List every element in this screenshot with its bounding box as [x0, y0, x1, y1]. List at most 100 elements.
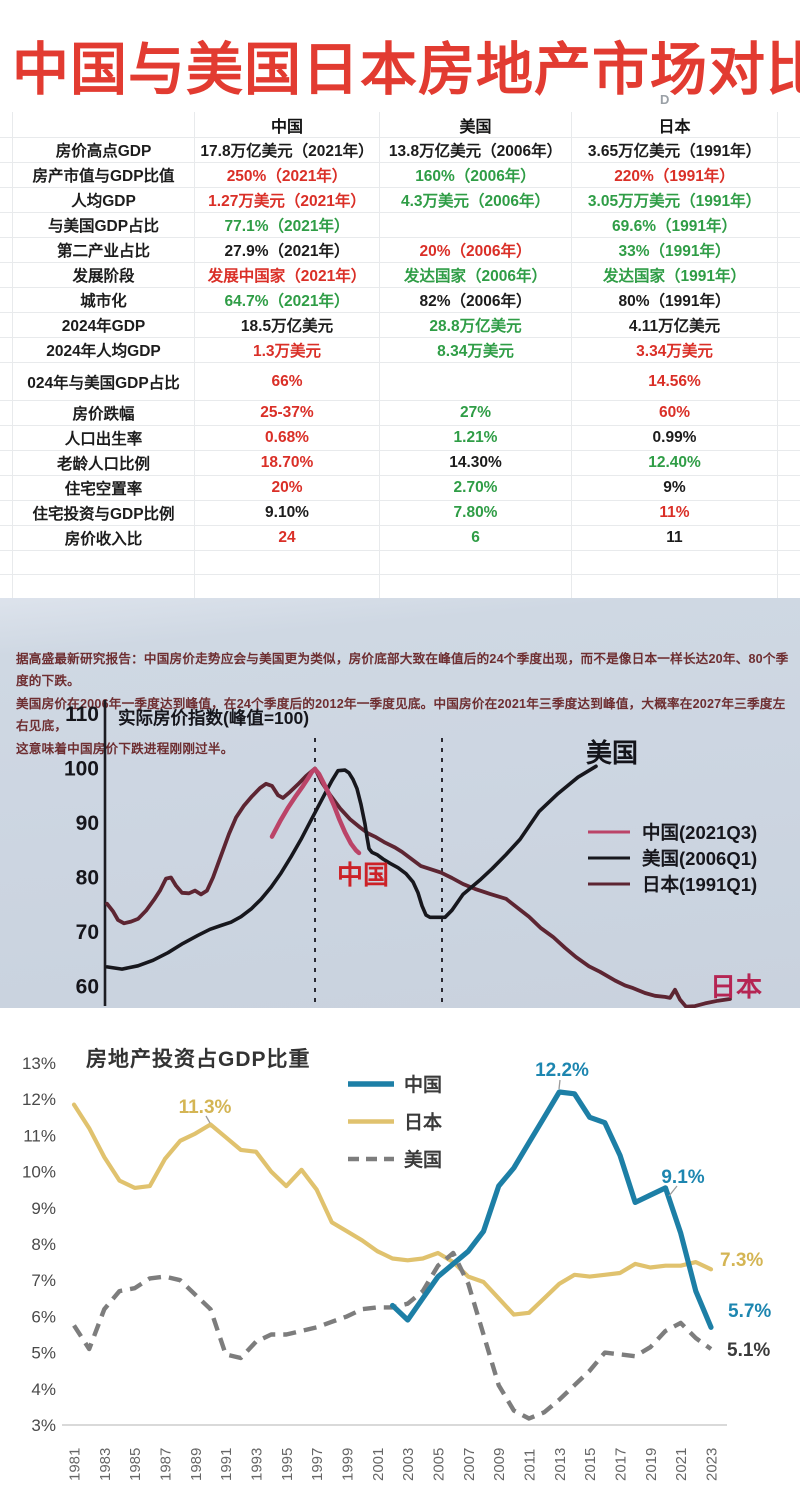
annotation-pointer [205, 1115, 211, 1124]
table-cell: 9.10% [195, 501, 380, 526]
table-cell: 20% [195, 476, 380, 501]
page-title: 中国与美国日本房地产市场对比 [12, 38, 800, 102]
legend-label: 日本(1991Q1) [642, 874, 757, 895]
annotation-9.1%: 9.1% [661, 1167, 704, 1188]
x-tick: 2021 [673, 1448, 690, 1481]
empty-cell [380, 575, 572, 598]
table-cell: 1.27万美元（2021年） [195, 188, 380, 213]
table-cell: 25-37% [195, 401, 380, 426]
y-tick: 13% [22, 1054, 56, 1073]
table-cell: 3.05万万美元（1991年） [572, 188, 778, 213]
table-stub [0, 288, 13, 313]
x-tick: 2003 [400, 1448, 417, 1481]
legend-label: 美国(2006Q1) [642, 848, 757, 869]
row-label: 2024年GDP [13, 313, 195, 338]
table-cell [380, 213, 572, 238]
row-label: 房价跌幅 [13, 401, 195, 426]
table-cell: 8.34万美元 [380, 338, 572, 363]
empty-cell [572, 551, 778, 575]
annotation-pointer [668, 1185, 678, 1197]
price-index-chart: 实际房价指数(峰值=100) 110 100 90 80 70 60 中国(2021Q3) 美国… [64, 700, 762, 1008]
x-tick: 1987 [158, 1448, 175, 1481]
table-margin [778, 401, 800, 426]
x-tick: 1997 [309, 1448, 326, 1481]
table-cell: 33%（1991年） [572, 238, 778, 263]
table-cell: 发展中国家（2021年） [195, 263, 380, 288]
table-cell: 220%（1991年） [572, 163, 778, 188]
table-cell: 7.80% [380, 501, 572, 526]
annotation-5.7%: 5.7% [728, 1301, 771, 1322]
row-label: 人均GDP [13, 188, 195, 213]
empty-cell [0, 575, 13, 598]
table-cell: 3.34万美元 [572, 338, 778, 363]
annotation-12.2%: 12.2% [535, 1060, 589, 1081]
line-label: 美国 [586, 738, 638, 768]
table-margin [778, 476, 800, 501]
spreadsheet-section: 中国与美国日本房地产市场对比 D 中国 美国 日本 房价高点GDP 17.8万亿美元（2… [0, 0, 800, 598]
row-label: 城市化 [13, 288, 195, 313]
table-corner [13, 112, 195, 138]
y-tick: 6% [31, 1307, 56, 1326]
table-stub [0, 138, 13, 163]
x-tick: 2005 [431, 1448, 448, 1481]
series-美国 [72, 1250, 713, 1421]
x-tick: 1999 [340, 1448, 357, 1481]
y-tick: 8% [31, 1235, 56, 1254]
empty-cell [13, 575, 195, 598]
x-tick: 2013 [552, 1448, 569, 1481]
series-日本(1991Q1) [105, 766, 732, 1008]
research-note-line: 据高盛最新研究报告：中国房价走势应会与美国更为类似，房价底部大致在峰值后的24个… [16, 652, 789, 689]
table-stub [0, 338, 13, 363]
series-美国(2006Q1) [105, 764, 598, 971]
row-label: 人口出生率 [13, 426, 195, 451]
table-margin [778, 313, 800, 338]
table-margin [778, 163, 800, 188]
table-stub [0, 213, 13, 238]
table-cell: 20%（2006年） [380, 238, 572, 263]
table-cell: 0.68% [195, 426, 380, 451]
table-cell: 66% [195, 363, 380, 401]
y-tick: 4% [31, 1380, 56, 1399]
table-stub [0, 526, 13, 551]
x-tick: 2011 [522, 1449, 539, 1481]
table-cell: 4.3万美元（2006年） [380, 188, 572, 213]
table-margin [778, 426, 800, 451]
y-tick: 60 [76, 976, 99, 999]
y-tick: 90 [76, 812, 99, 835]
x-tick: 2017 [613, 1448, 630, 1481]
table-cell: 14.30% [380, 451, 572, 476]
table-cell: 发达国家（2006年） [380, 263, 572, 288]
y-tick: 12% [22, 1090, 56, 1109]
table-cell: 60% [572, 401, 778, 426]
row-label: 024年与美国GDP占比 [13, 363, 195, 401]
empty-cell [195, 575, 380, 598]
empty-cell [572, 575, 778, 598]
column-header-2: 美国 [380, 112, 572, 138]
annotation-5.1%: 5.1% [727, 1340, 770, 1361]
table-cell: 9% [572, 476, 778, 501]
table-cell: 250%（2021年） [195, 163, 380, 188]
row-label: 与美国GDP占比 [13, 213, 195, 238]
table-margin [778, 451, 800, 476]
x-tick: 2023 [704, 1448, 721, 1481]
legend-label: 美国 [404, 1148, 442, 1171]
empty-cell [13, 551, 195, 575]
table-stub [0, 476, 13, 501]
y-tick: 3% [31, 1416, 56, 1435]
x-tick: 2001 [370, 1448, 387, 1481]
series-日本 [71, 1102, 714, 1317]
table-stub [0, 401, 13, 426]
row-label: 房产市值与GDP比值 [13, 163, 195, 188]
table-cell: 2.70% [380, 476, 572, 501]
x-tick: 1995 [279, 1448, 296, 1481]
x-tick: 2015 [582, 1448, 599, 1481]
table-margin [778, 363, 800, 401]
table-cell: 64.7%（2021年） [195, 288, 380, 313]
axis-title: 实际房价指数(峰值=100) [118, 708, 309, 728]
research-note: 据高盛最新研究报告：中国房价走势应会与美国更为类似，房价底部大致在峰值后的24个… [16, 648, 791, 760]
row-label: 第二产业占比 [13, 238, 195, 263]
legend-label: 中国(2021Q3) [642, 822, 757, 843]
column-header-3: 日本 [572, 112, 778, 138]
scan-section: 据高盛最新研究报告：中国房价走势应会与美国更为类似，房价底部大致在峰值后的24个… [0, 598, 800, 1008]
x-tick: 1983 [97, 1448, 114, 1481]
